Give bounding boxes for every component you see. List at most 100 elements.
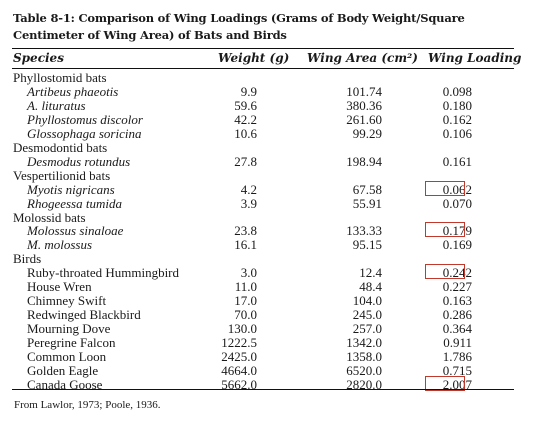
weight-cell: 1222.5: [221, 335, 257, 351]
wing-area-cell: 95.15: [352, 237, 382, 253]
group-label: Desmodontid bats: [13, 139, 108, 155]
group-row: Desmodontid bats: [0, 139, 542, 155]
weight-cell: 10.6: [234, 125, 257, 141]
species-name: Artibeus phaeotis: [27, 83, 119, 99]
weight-cell: 23.8: [234, 223, 257, 239]
table-row: House Wren 11.0 48.4 0.227: [0, 280, 542, 294]
species-name: Mourning Dove: [27, 321, 111, 337]
wing-area-cell: 245.0: [352, 307, 382, 323]
species-name: Common Loon: [27, 349, 107, 364]
table-row: A. lituratus 59.6 380.36 0.180: [0, 97, 542, 113]
table-row: Myotis nigricans 4.2 67.58 0.062: [0, 180, 542, 197]
species-name: Chimney Swift: [27, 293, 107, 309]
highlight-box: [425, 264, 465, 280]
weight-cell: 16.1: [234, 237, 257, 253]
wing-area-cell: 104.0: [352, 293, 382, 309]
wing-loading-cell: 0.162: [442, 111, 472, 127]
wing-area-cell: 380.36: [346, 97, 382, 113]
weight-cell: 130.0: [227, 321, 257, 337]
wing-loading-cell: 0.070: [442, 195, 472, 211]
wing-loading-cell: 0.161: [442, 153, 472, 169]
table-row: Redwinged Blackbird 70.0 245.0 0.286: [0, 308, 542, 322]
weight-cell: 17.0: [234, 293, 257, 309]
wing-area-cell: 257.0: [352, 321, 382, 337]
weight-cell: 3.0: [240, 265, 257, 281]
wing-area-cell: 198.94: [346, 153, 382, 169]
wing-area-cell: 55.91: [352, 195, 382, 211]
table-row: Peregrine Falcon 1222.5 1342.0 0.911: [0, 336, 542, 350]
group-row: Vespertilionid bats: [0, 167, 542, 183]
header-rule: [12, 68, 514, 69]
wing-loading-cell: 1.786: [442, 349, 472, 364]
weight-cell: 9.9: [240, 83, 257, 99]
header-species: Species: [13, 51, 64, 65]
species-name: House Wren: [27, 279, 92, 295]
group-row: Phyllostomid bats: [0, 71, 542, 85]
wing-area-cell: 99.29: [352, 125, 382, 141]
weight-cell: 5662.0: [221, 376, 257, 392]
wing-area-cell: 2820.0: [346, 376, 382, 392]
group-label: Molossid bats: [13, 209, 86, 225]
bottom-rule: [12, 389, 514, 390]
wing-loading-cell: 0.098: [442, 83, 472, 99]
weight-cell: 4664.0: [221, 362, 257, 378]
species-name: Redwinged Blackbird: [27, 307, 141, 323]
wing-area-cell: 261.60: [346, 111, 382, 127]
wing-area-cell: 1342.0: [346, 335, 382, 351]
header-weight: Weight (g): [218, 51, 290, 65]
wing-loading-cell: 0.715: [442, 362, 472, 378]
weight-cell: 11.0: [234, 279, 257, 295]
species-name: Peregrine Falcon: [27, 335, 116, 351]
wing-loading-cell: 0.286: [442, 307, 472, 323]
weight-cell: 4.2: [240, 181, 257, 197]
group-label: Vespertilionid bats: [13, 167, 111, 183]
table-title: Table 8-1: Comparison of Wing Loadings (…: [13, 11, 465, 42]
wing-loading-cell: 0.169: [442, 237, 472, 253]
wing-area-cell: 101.74: [346, 83, 382, 99]
group-row: Birds: [0, 252, 542, 266]
wing-area-cell: 48.4: [359, 279, 382, 295]
table-row: Molossus sinaloae 23.8 133.33 0.179: [0, 222, 542, 239]
weight-cell: 3.9: [240, 195, 257, 211]
wing-loading-cell: 0.911: [443, 335, 472, 351]
wing-area-cell: 1358.0: [346, 349, 382, 364]
table-row: Rhogeessa tumida 3.9 55.91 0.070: [0, 195, 542, 211]
header-wing-loading: Wing Loading: [428, 51, 522, 65]
weight-cell: 2425.0: [221, 349, 257, 364]
highlight-box: [425, 375, 465, 391]
table-row: Artibeus phaeotis 9.9 101.74 0.098: [0, 83, 542, 99]
wing-loading-cell: 0.163: [442, 293, 472, 309]
table-row: Chimney Swift 17.0 104.0 0.163: [0, 294, 542, 308]
wing-area-cell: 12.4: [359, 265, 382, 281]
group-label: Phyllostomid bats: [13, 70, 107, 85]
table-row: Golden Eagle 4664.0 6520.0 0.715: [0, 362, 542, 378]
species-name: Desmodus rotundus: [27, 153, 131, 169]
table-row: Common Loon 2425.0 1358.0 1.786: [0, 350, 542, 364]
wing-loading-cell: 0.106: [442, 125, 472, 141]
wing-loading-cell: 0.227: [442, 279, 472, 295]
weight-cell: 27.8: [234, 153, 257, 169]
species-name: Phyllostomus discolor: [27, 111, 143, 127]
highlight-box: [425, 180, 465, 196]
wing-area-cell: 133.33: [346, 223, 382, 239]
wing-area-cell: 67.58: [352, 181, 382, 197]
table-row: Canada Goose 5662.0 2820.0 2.007: [0, 375, 542, 392]
weight-cell: 42.2: [234, 111, 257, 127]
table-row: Glossophaga soricina 10.6 99.29 0.106: [0, 125, 542, 141]
table-row: Mourning Dove 130.0 257.0 0.364: [0, 322, 542, 336]
species-name: Rhogeessa tumida: [27, 195, 122, 211]
top-rule: [12, 48, 514, 49]
wing-loading-cell: 0.364: [442, 321, 472, 337]
wing-loading-cell: 0.180: [442, 97, 472, 113]
species-name: Myotis nigricans: [27, 181, 115, 197]
table-row: Desmodus rotundus 27.8 198.94 0.161: [0, 153, 542, 169]
species-name: Golden Eagle: [27, 362, 99, 378]
source-note: From Lawlor, 1973; Poole, 1936.: [14, 399, 161, 411]
species-name: Canada Goose: [27, 376, 103, 392]
species-name: M. molossus: [27, 237, 93, 253]
table-row: Phyllostomus discolor 42.2 261.60 0.162: [0, 111, 542, 127]
group-row: Molossid bats: [0, 209, 542, 225]
table-row: Ruby-throated Hummingbird 3.0 12.4 0.242: [0, 264, 542, 281]
species-name: Molossus sinaloae: [27, 223, 124, 239]
species-name: Ruby-throated Hummingbird: [27, 265, 180, 281]
